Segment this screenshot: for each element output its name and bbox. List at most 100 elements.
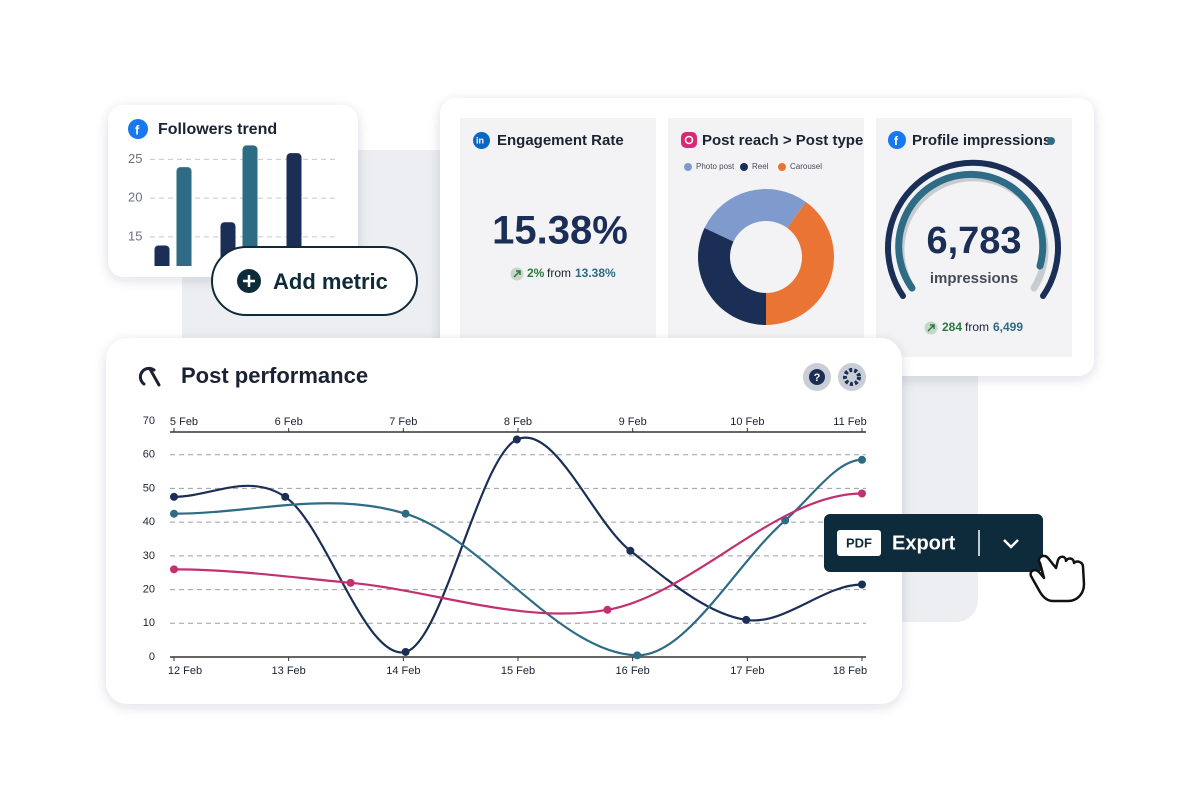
y-tick-label: 70: [143, 415, 155, 427]
x-tick-label: 18 Feb: [833, 665, 867, 677]
line-point: [626, 546, 635, 555]
metric-change: 284: [942, 320, 962, 334]
metrics-card: in Engagement Rate 15.38% 2% from 13.38%…: [440, 98, 1094, 376]
line-point: [401, 509, 410, 518]
line-series: [173, 458, 863, 657]
metric-value: 6,783: [926, 220, 1021, 262]
legend-label: Reel: [752, 162, 769, 171]
bar: [242, 145, 258, 266]
status-dot: [1047, 137, 1055, 145]
x-tick-label: 12 Feb: [168, 665, 202, 677]
instagram-icon: [681, 132, 697, 148]
icon-glyph: f: [135, 122, 140, 137]
y-tick-label: 60: [143, 449, 155, 461]
followers-card: f Followers trend 15 20 25: [108, 105, 358, 277]
legend-swatch: [740, 163, 748, 171]
x-tick-label: 13 Feb: [272, 665, 306, 677]
format-label: PDF: [846, 535, 872, 550]
line-point: [281, 492, 290, 501]
gauge-outer: [885, 159, 1061, 299]
settings-button[interactable]: [838, 363, 866, 391]
x-tick-label: 16 Feb: [616, 665, 650, 677]
plus-glyph: [243, 275, 255, 287]
x2-tick-label: 6 Feb: [275, 416, 303, 428]
pie-slice: [766, 201, 834, 325]
y-tick-label: 0: [149, 651, 155, 663]
metric-value: 15.38%: [492, 209, 628, 253]
line-point: [781, 516, 790, 525]
line-point: [742, 615, 751, 624]
card-title: Profile impressions: [912, 132, 1051, 149]
button-label[interactable]: Add metric: [273, 269, 388, 294]
button-label[interactable]: Export: [892, 532, 956, 554]
button-shape[interactable]: [824, 514, 1043, 572]
bar-chart: 15 20 25: [128, 145, 338, 266]
format-badge: [837, 530, 881, 556]
legend-label: Carousel: [790, 162, 822, 171]
legend-label: Photo post: [696, 162, 735, 171]
metric-previous: 13.38%: [575, 266, 616, 280]
y-tick-label: 50: [143, 482, 155, 494]
line-point: [346, 578, 355, 587]
y-tick-label: 15: [128, 228, 142, 243]
x2-tick-label: 10 Feb: [730, 416, 764, 428]
x2-tick-label: 5 Feb: [170, 416, 198, 428]
card-title: Post performance: [181, 363, 368, 388]
y-tick-label: 25: [128, 151, 142, 166]
line-point: [170, 565, 178, 574]
hand-cursor: [1029, 554, 1086, 603]
line-point: [858, 455, 866, 464]
line-point: [512, 435, 521, 444]
linkedin-icon: [473, 132, 490, 149]
x-tick-label: 17 Feb: [730, 665, 764, 677]
line-point: [170, 509, 178, 518]
metric-from: from: [965, 320, 989, 334]
line-point: [401, 647, 410, 656]
line-point: [633, 651, 642, 660]
dropdown-chevron[interactable]: [1003, 539, 1019, 549]
add-metric-button[interactable]: Add metric: [211, 246, 418, 316]
y-tick-label: 10: [143, 617, 155, 629]
pie-slice: [704, 188, 806, 242]
line-point: [858, 489, 866, 498]
bar: [154, 245, 170, 266]
performance-card: Post performance ? 0 10 20 30 40 50 60 70 12 Feb…: [106, 338, 902, 704]
title-icon: [138, 366, 161, 387]
metric-previous: 6,499: [993, 320, 1023, 334]
card-title: Followers trend: [158, 121, 277, 138]
y-tick-label: 30: [143, 550, 155, 562]
trend-arrow: [927, 324, 935, 332]
x2-tick-label: 9 Feb: [619, 416, 647, 428]
help-glyph: ?: [814, 372, 821, 384]
metric-from: from: [547, 266, 571, 280]
pie-slice: [698, 228, 766, 325]
bar: [176, 167, 192, 266]
legend-swatch: [684, 163, 692, 171]
y-tick-label: 40: [143, 516, 155, 528]
settings-icon[interactable]: [843, 368, 861, 386]
line-point: [603, 605, 612, 614]
button-shape[interactable]: [211, 246, 418, 316]
help-icon[interactable]: [809, 369, 825, 385]
legend-swatch: [778, 163, 786, 171]
x-tick-label: 15 Feb: [501, 665, 535, 677]
engagement-panel: [460, 118, 656, 338]
export-button[interactable]: PDF Export: [824, 514, 1043, 572]
card-title: Engagement Rate: [497, 132, 624, 149]
metric-unit: impressions: [930, 270, 1018, 287]
line-chart: 0 10 20 30 40 50 60 70 12 Feb 13 Feb 14 Feb 15 Feb 1…: [143, 415, 867, 677]
gauge-fill: [895, 170, 1047, 292]
x2-tick-label: 7 Feb: [389, 416, 417, 428]
pie-chart: Photo post Reel Carousel: [684, 162, 834, 325]
facebook-icon: [128, 119, 148, 139]
card-title: Post reach > Post type: [702, 132, 863, 149]
x2-tick-label: 11 Feb: [833, 416, 866, 428]
line-point: [858, 580, 866, 589]
trend-arrow: [513, 270, 521, 278]
line-series: [173, 436, 863, 654]
icon-glyph: [684, 135, 694, 145]
facebook-icon: [888, 131, 906, 149]
metric-change: 2%: [527, 266, 545, 280]
x2-tick-label: 8 Feb: [504, 416, 532, 428]
